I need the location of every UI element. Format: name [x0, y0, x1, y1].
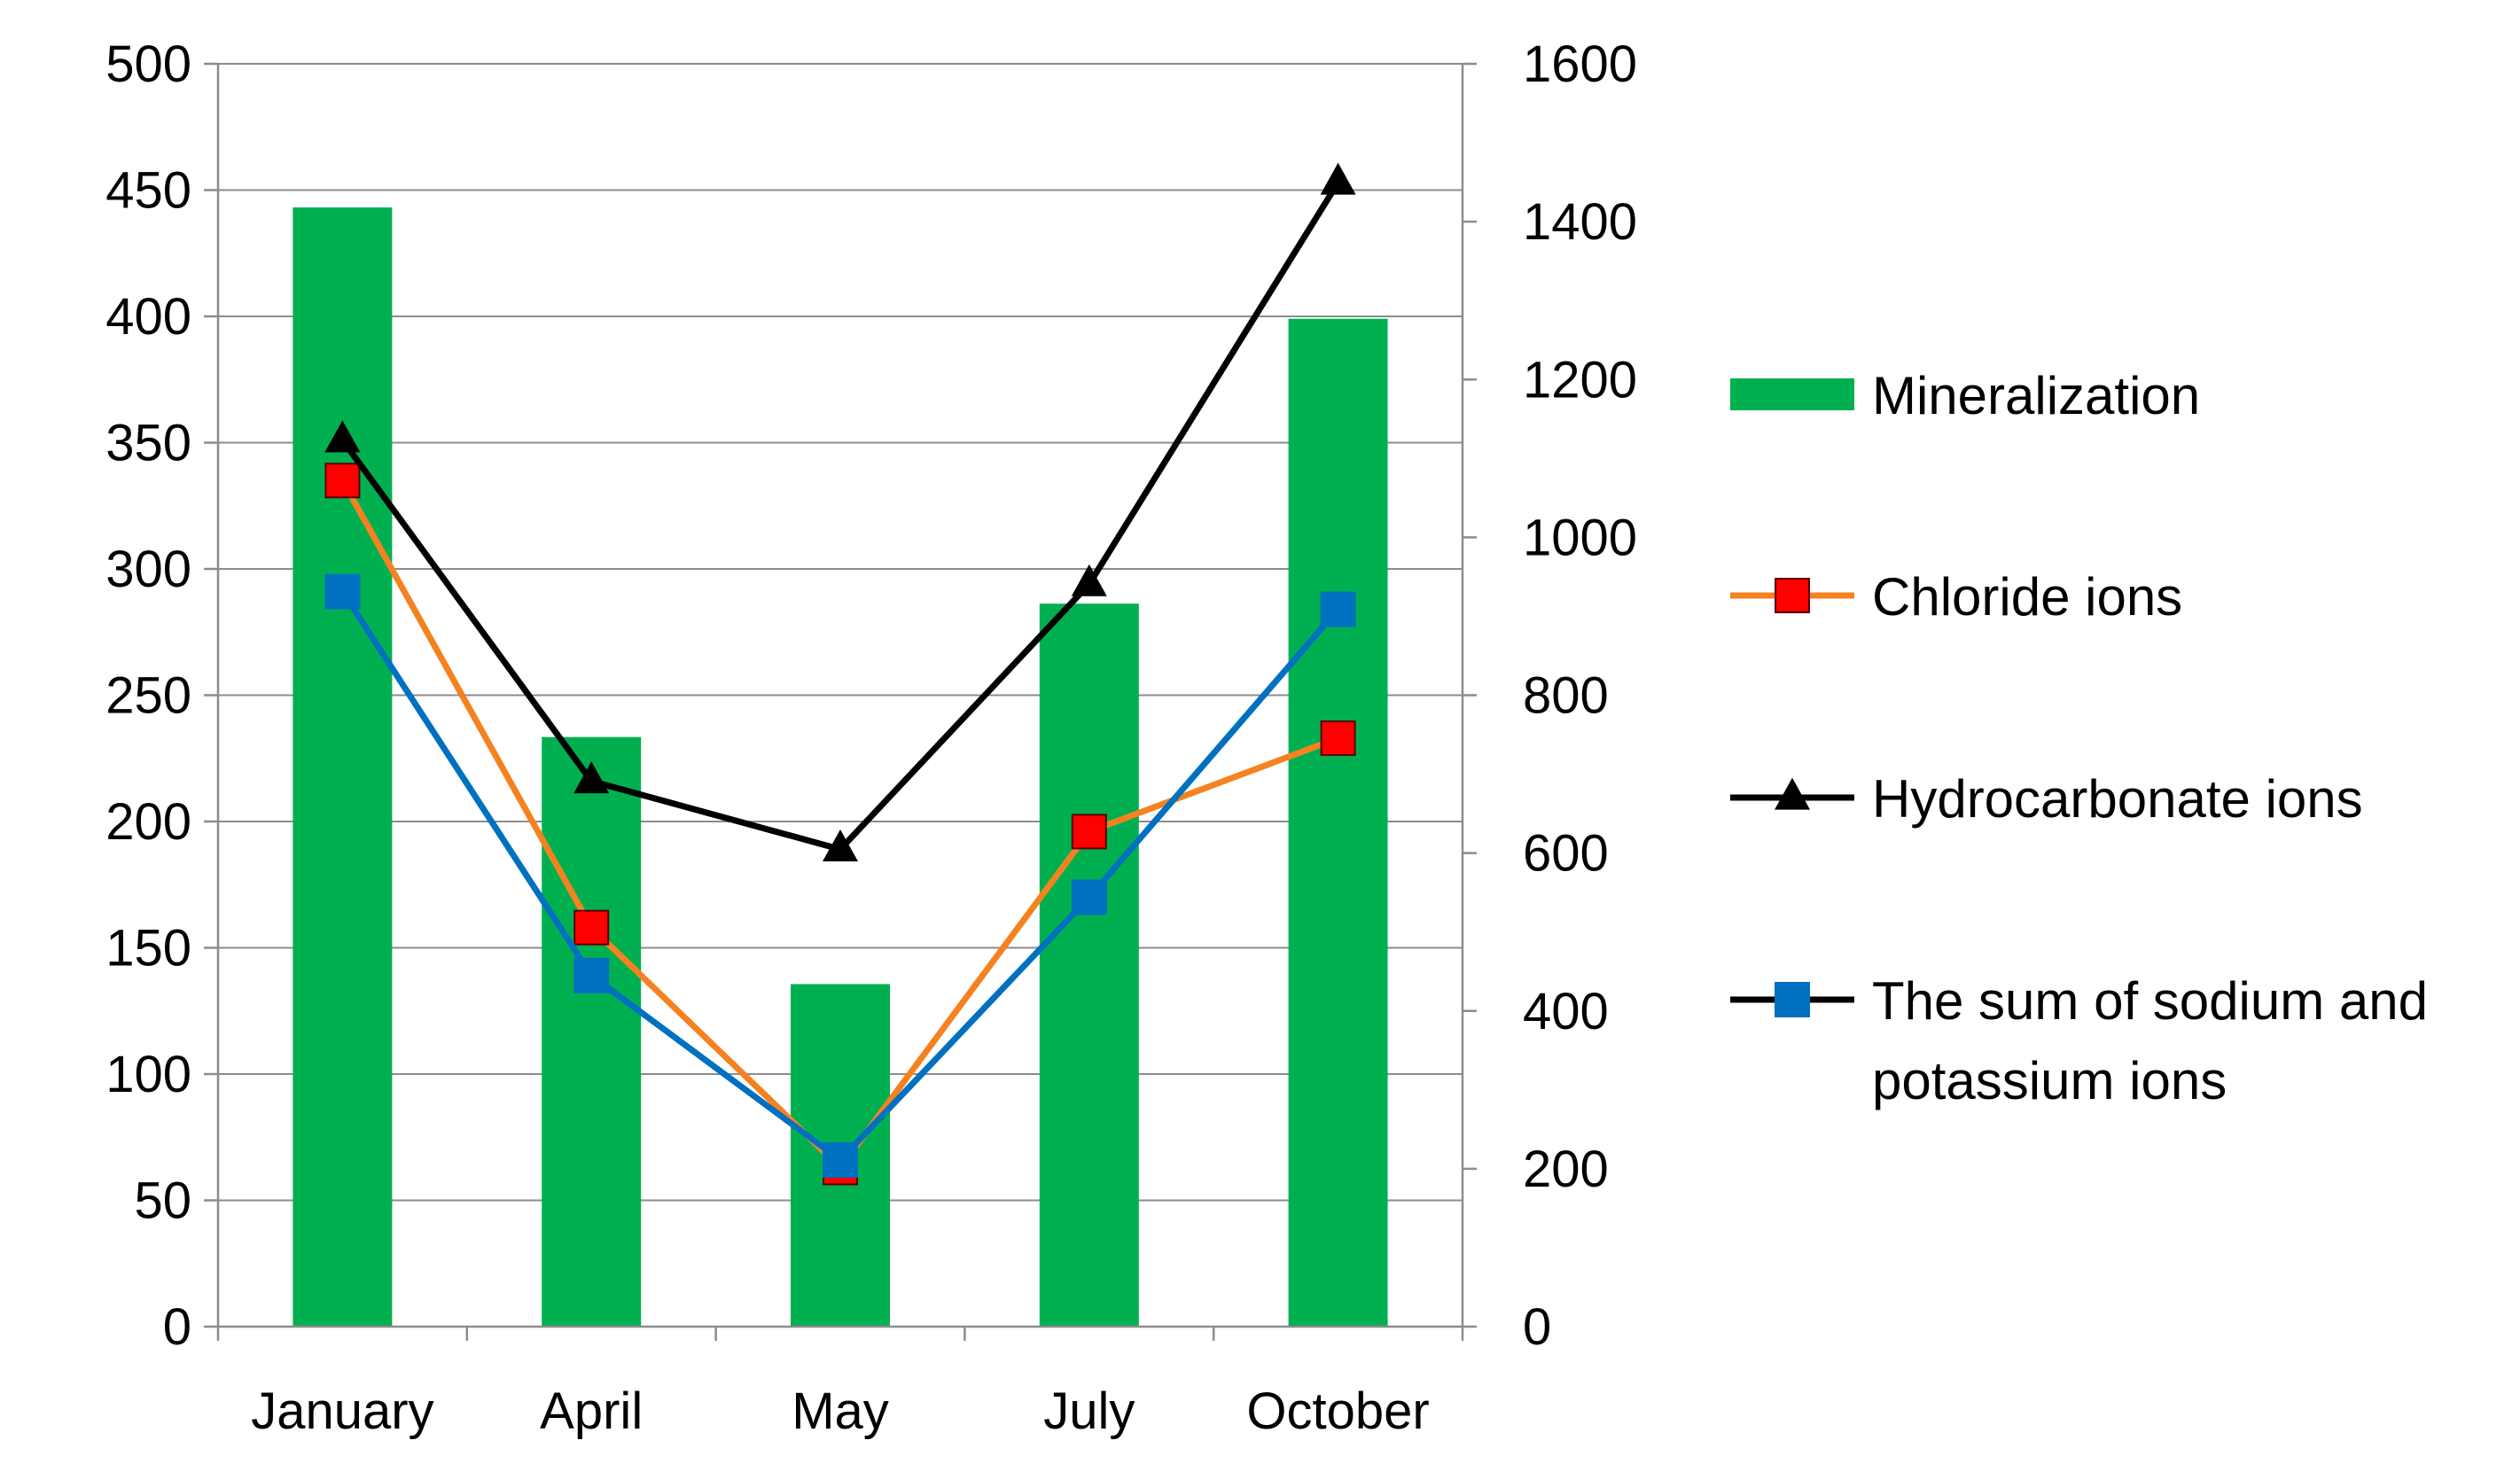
right-tick-label: 200 — [1523, 1141, 1609, 1198]
point-hydrocarbonate-ions-april — [573, 761, 610, 794]
point-the-sum-of-sodium-and-potassium-ions-july — [1071, 879, 1107, 915]
legend-label: The sum of sodium and — [1872, 971, 2428, 1031]
point-the-sum-of-sodium-and-potassium-ions-october — [1320, 591, 1356, 627]
bar-january — [293, 207, 393, 1327]
point-chloride-ions-april — [573, 909, 610, 946]
legend-label: potassium ions — [1872, 1051, 2227, 1110]
point-the-sum-of-sodium-and-potassium-ions-january — [324, 573, 361, 610]
right-tick-label: 800 — [1523, 667, 1609, 725]
left-tick-label: 400 — [105, 288, 191, 346]
x-tick-label: July — [1043, 1382, 1135, 1440]
left-tick-label: 0 — [163, 1298, 191, 1356]
left-tick-label: 150 — [105, 920, 191, 977]
left-tick-label: 50 — [134, 1172, 191, 1230]
left-tick-label: 450 — [105, 162, 191, 220]
right-tick-label: 1200 — [1523, 351, 1637, 409]
mineralization-bars — [293, 207, 1388, 1327]
bar-july — [1039, 604, 1139, 1327]
right-tick-label: 600 — [1523, 825, 1609, 883]
x-tick-label: October — [1246, 1382, 1429, 1440]
legend-label: Chloride ions — [1872, 567, 2182, 627]
left-tick-label: 350 — [105, 415, 191, 472]
x-tick-label: May — [792, 1382, 889, 1440]
point-the-sum-of-sodium-and-potassium-ions-april — [573, 957, 610, 993]
legend-marker-the-sum-of-sodium-and-potassium-ions — [1775, 982, 1810, 1017]
left-tick-label: 200 — [105, 793, 191, 851]
left-tick-label: 300 — [105, 541, 191, 598]
bar-april — [542, 736, 642, 1327]
legend: Mineralization Chloride ions Hydrocarbonat… — [1730, 366, 2428, 1110]
right-tick-label: 0 — [1523, 1298, 1551, 1356]
left-tick-label: 250 — [105, 667, 191, 725]
point-hydrocarbonate-ions-may — [823, 829, 858, 862]
legend-item: Chloride ions — [1730, 567, 2182, 627]
legend-marker-hydrocarbonate-ions — [1775, 777, 1810, 810]
line-series — [324, 162, 1356, 1186]
point-hydrocarbonate-ions-january — [324, 420, 361, 453]
bar-october — [1288, 318, 1388, 1327]
legend-label: Hydrocarbonate ions — [1872, 769, 2363, 829]
x-tick-label: January — [251, 1382, 433, 1440]
point-chloride-ions-july — [1071, 814, 1107, 850]
legend-item: Mineralization — [1730, 366, 2200, 425]
point-hydrocarbonate-ions-july — [1071, 564, 1107, 596]
right-tick-label: 1600 — [1523, 35, 1637, 93]
right-tick-label: 1000 — [1523, 509, 1637, 566]
gridlines — [218, 63, 1463, 1202]
point-chloride-ions-october — [1320, 720, 1356, 756]
legend-label: Mineralization — [1872, 366, 2200, 425]
axes: 0 50 100 150 200 250 300 350 400 450 500 0 200 400 600… — [105, 35, 1637, 1440]
legend-item: Hydrocarbonate ions — [1730, 769, 2363, 829]
point-the-sum-of-sodium-and-potassium-ions-may — [823, 1141, 858, 1178]
legend-item: The sum of sodium and potassium ions — [1730, 971, 2428, 1110]
right-tick-label: 400 — [1523, 983, 1609, 1040]
legend-swatch-mineralization — [1730, 378, 1854, 410]
point-chloride-ions-january — [324, 463, 361, 499]
point-hydrocarbonate-ions-october — [1320, 162, 1356, 195]
legend-marker-chloride-ions — [1775, 578, 1810, 613]
x-tick-label: April — [540, 1382, 643, 1440]
left-tick-label: 500 — [105, 35, 191, 93]
left-tick-label: 100 — [105, 1046, 191, 1103]
right-tick-label: 1400 — [1523, 193, 1637, 251]
